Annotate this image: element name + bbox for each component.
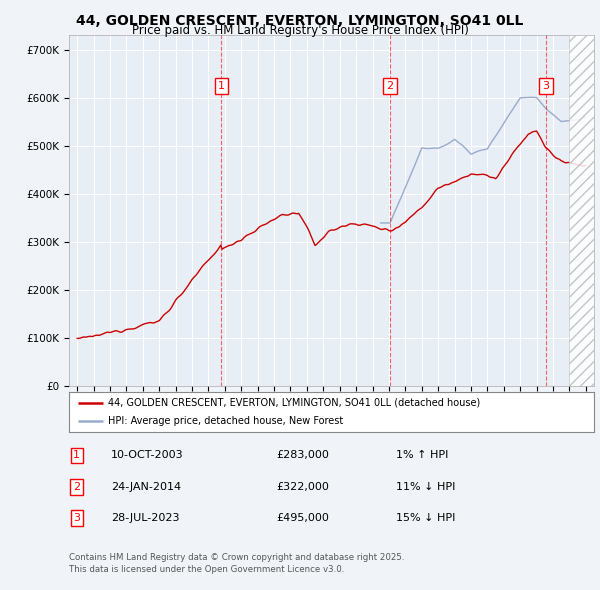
Text: 3: 3 — [542, 81, 550, 91]
Text: 11% ↓ HPI: 11% ↓ HPI — [396, 482, 455, 491]
Text: 1: 1 — [218, 81, 225, 91]
Text: HPI: Average price, detached house, New Forest: HPI: Average price, detached house, New … — [109, 416, 344, 426]
Text: £283,000: £283,000 — [276, 451, 329, 460]
Text: 1% ↑ HPI: 1% ↑ HPI — [396, 451, 448, 460]
Text: 2: 2 — [73, 482, 80, 491]
Text: 24-JAN-2014: 24-JAN-2014 — [111, 482, 181, 491]
Text: £495,000: £495,000 — [276, 513, 329, 523]
Text: 44, GOLDEN CRESCENT, EVERTON, LYMINGTON, SO41 0LL (detached house): 44, GOLDEN CRESCENT, EVERTON, LYMINGTON,… — [109, 398, 481, 408]
Text: 44, GOLDEN CRESCENT, EVERTON, LYMINGTON, SO41 0LL: 44, GOLDEN CRESCENT, EVERTON, LYMINGTON,… — [76, 14, 524, 28]
Text: 28-JUL-2023: 28-JUL-2023 — [111, 513, 179, 523]
Text: 3: 3 — [73, 513, 80, 523]
Bar — [569, 35, 594, 386]
Text: 1: 1 — [73, 451, 80, 460]
Text: 15% ↓ HPI: 15% ↓ HPI — [396, 513, 455, 523]
Text: 10-OCT-2003: 10-OCT-2003 — [111, 451, 184, 460]
Text: £322,000: £322,000 — [276, 482, 329, 491]
Text: 2: 2 — [386, 81, 394, 91]
Text: Price paid vs. HM Land Registry's House Price Index (HPI): Price paid vs. HM Land Registry's House … — [131, 24, 469, 37]
Text: Contains HM Land Registry data © Crown copyright and database right 2025.
This d: Contains HM Land Registry data © Crown c… — [69, 553, 404, 574]
